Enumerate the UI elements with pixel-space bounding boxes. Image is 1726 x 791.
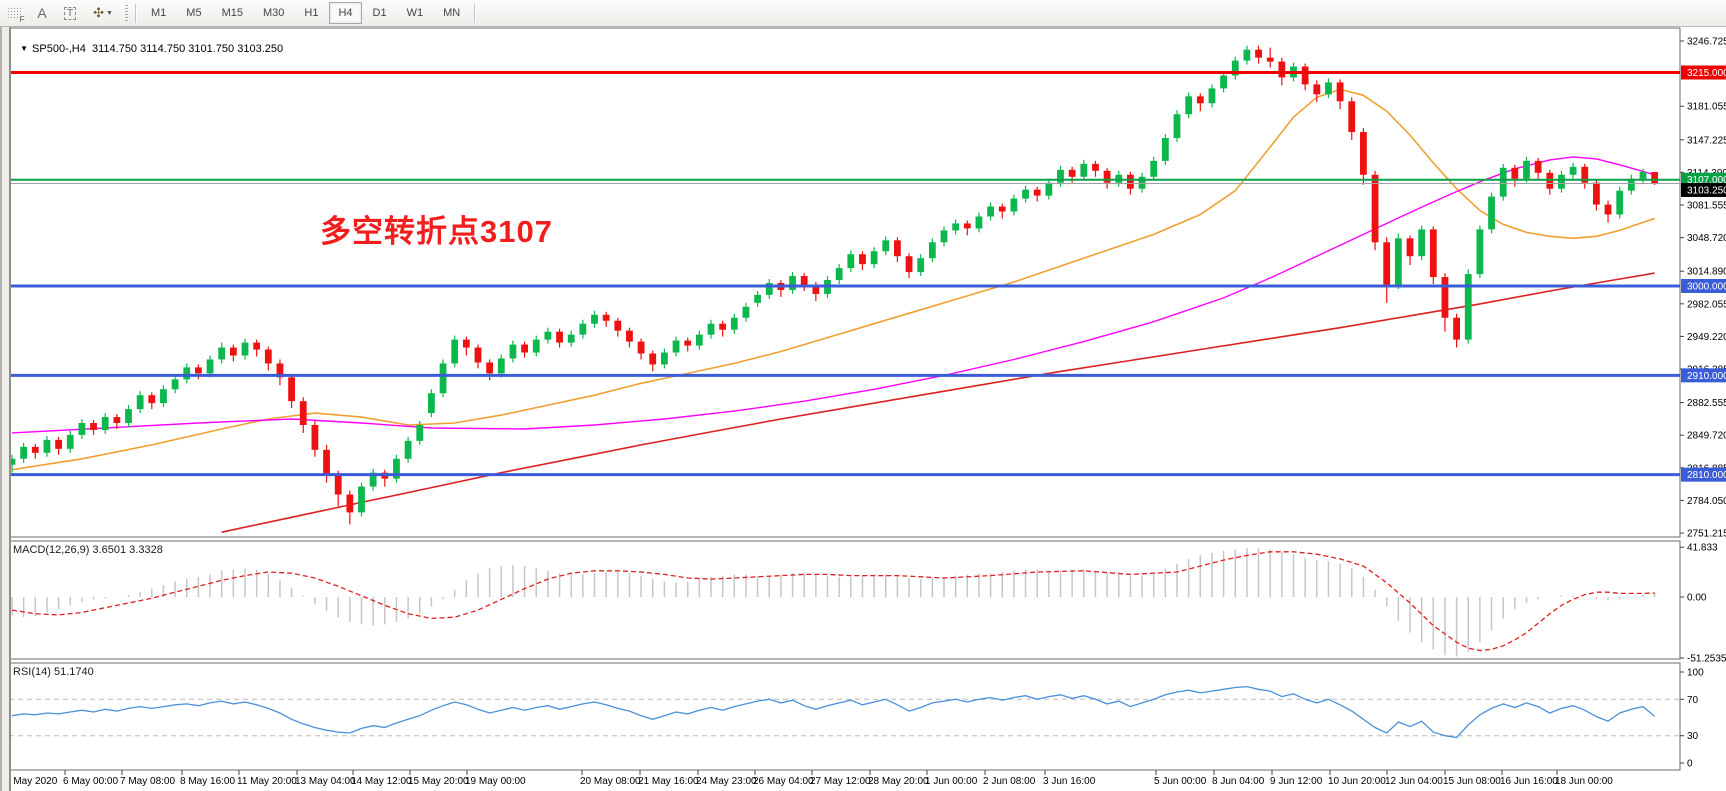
svg-text:-51.2535: -51.2535 <box>1687 653 1726 664</box>
ohlc-high: 3114.750 <box>140 43 186 55</box>
timeframe-button-h1[interactable]: H1 <box>304 7 319 19</box>
candlesticks <box>8 45 1659 525</box>
svg-text:19 May 00:00: 19 May 00:00 <box>465 776 526 787</box>
svg-text:3000.000: 3000.000 <box>1687 281 1726 292</box>
svg-text:21 May 16:00: 21 May 16:00 <box>638 776 699 787</box>
svg-text:5 Jun 00:00: 5 Jun 00:00 <box>1154 776 1207 787</box>
svg-text:0: 0 <box>1687 759 1693 770</box>
price-axis[interactable]: 3246.7253181.0553147.2253114.3903081.555… <box>1680 37 1726 540</box>
chart-annotation-text: 多空转折点3107 <box>320 214 553 249</box>
macd-panel[interactable]: 41.833 0.00 -51.2535 <box>11 543 1726 665</box>
svg-text:9 Jun 12:00: 9 Jun 12:00 <box>1270 776 1323 787</box>
svg-text:3 Jun 16:00: 3 Jun 16:00 <box>1043 776 1096 787</box>
svg-text:30: 30 <box>1687 731 1699 742</box>
svg-text:7 May 08:00: 7 May 08:00 <box>120 776 175 787</box>
svg-text:15 May 20:00: 15 May 20:00 <box>408 776 469 787</box>
macd-indicator-label: MACD(12,26,9) 3.6501 3.3328 <box>13 544 163 556</box>
svg-text:3147.225: 3147.225 <box>1687 135 1726 146</box>
svg-text:2910.000: 2910.000 <box>1687 371 1726 382</box>
svg-text:100: 100 <box>1687 668 1704 679</box>
svg-text:27 May 12:00: 27 May 12:00 <box>810 776 871 787</box>
svg-text:28 May 20:00: 28 May 20:00 <box>868 776 929 787</box>
fibonacci-tool-button[interactable]: F <box>1 2 27 25</box>
svg-text:2849.720: 2849.720 <box>1687 431 1726 442</box>
toolbar: F A T ✣ ▼ M1 M5 M15 M30 H1 H4 D1 W1 MN <box>0 0 1726 27</box>
svg-text:0.00: 0.00 <box>1687 593 1707 604</box>
svg-text:2882.555: 2882.555 <box>1687 398 1726 409</box>
toolbar-grip[interactable] <box>125 5 128 21</box>
svg-text:15 Jun 08:00: 15 Jun 08:00 <box>1443 776 1501 787</box>
moving-averages <box>11 88 1655 533</box>
panel-frames <box>7 27 1681 771</box>
svg-text:16 Jun 16:00: 16 Jun 16:00 <box>1500 776 1558 787</box>
svg-text:3048.720: 3048.720 <box>1687 233 1726 244</box>
svg-text:2949.220: 2949.220 <box>1687 332 1726 343</box>
svg-text:3014.890: 3014.890 <box>1687 267 1726 278</box>
arrow-styles-button[interactable]: ✣ ▼ <box>85 2 121 25</box>
rsi-panel[interactable]: 100 70 30 0 <box>9 668 1704 770</box>
date-axis[interactable]: 4 May 2020 6 May 00:00 7 May 08:00 8 May 16… <box>5 770 1613 787</box>
level-lines[interactable] <box>8 71 1680 477</box>
svg-text:20 May 08:00: 20 May 08:00 <box>580 776 641 787</box>
timeframe-button-h4[interactable]: H4 <box>329 2 362 24</box>
timeframe-button-w1[interactable]: W1 <box>406 7 424 19</box>
svg-text:8 Jun 04:00: 8 Jun 04:00 <box>1212 776 1265 787</box>
toolbar-separator <box>135 3 137 23</box>
svg-text:2 Jun 08:00: 2 Jun 08:00 <box>983 776 1036 787</box>
arrow-styles-icon: ✣ <box>93 5 104 20</box>
svg-text:70: 70 <box>1687 695 1699 706</box>
svg-text:18 Jun 00:00: 18 Jun 00:00 <box>1555 776 1613 787</box>
window-left-border <box>0 26 11 791</box>
ohlc-low: 3101.750 <box>188 43 235 55</box>
chart-dropdown-triangle-icon[interactable]: ▼ <box>20 44 29 53</box>
svg-text:2784.050: 2784.050 <box>1687 496 1726 507</box>
svg-text:3107.000: 3107.000 <box>1687 175 1726 186</box>
chart-symbol: SP500-,H4 <box>32 43 86 55</box>
timeframe-button-group: M1 M5 M15 M30 H1 H4 D1 W1 MN <box>141 2 470 24</box>
timeframe-button-mn[interactable]: MN <box>443 7 461 19</box>
svg-text:4 May 2020: 4 May 2020 <box>5 776 58 787</box>
timeframe-button-m30[interactable]: M30 <box>262 7 285 19</box>
svg-text:41.833: 41.833 <box>1687 543 1718 554</box>
chart-header: ▼ SP500-,H4 3114.750 3114.750 3101.750 31… <box>14 31 283 55</box>
rsi-indicator-label: RSI(14) 51.1740 <box>13 666 94 678</box>
fibonacci-grid-icon: F <box>6 6 25 24</box>
svg-text:24 May 23:00: 24 May 23:00 <box>696 776 757 787</box>
text-label-tool-button[interactable]: T <box>57 2 83 25</box>
timeframe-button-m1[interactable]: M1 <box>151 7 167 19</box>
timeframe-button-d1[interactable]: D1 <box>372 7 387 19</box>
ohlc-open: 3114.750 <box>91 43 138 55</box>
svg-text:3246.725: 3246.725 <box>1687 37 1726 48</box>
ohlc-close: 3103.250 <box>237 43 284 55</box>
svg-text:1 Jun 00:00: 1 Jun 00:00 <box>925 776 978 787</box>
svg-text:8 May 16:00: 8 May 16:00 <box>180 776 235 787</box>
svg-text:12 Jun 04:00: 12 Jun 04:00 <box>1385 776 1443 787</box>
timeframe-button-m5[interactable]: M5 <box>186 7 202 19</box>
text-label-icon: T <box>63 6 77 20</box>
svg-text:26 May 04:00: 26 May 04:00 <box>753 776 814 787</box>
svg-text:2751.215: 2751.215 <box>1687 529 1726 540</box>
svg-text:6 May 00:00: 6 May 00:00 <box>63 776 118 787</box>
svg-text:3081.555: 3081.555 <box>1687 201 1726 212</box>
svg-text:3215.000: 3215.000 <box>1687 68 1726 79</box>
toolbar-separator-2 <box>474 3 477 23</box>
svg-text:14 May 12:00: 14 May 12:00 <box>351 776 412 787</box>
arrows-dropdown-caret-icon[interactable]: ▼ <box>105 9 113 17</box>
svg-text:2810.000: 2810.000 <box>1687 470 1726 481</box>
svg-text:11 May 20:00: 11 May 20:00 <box>237 776 297 787</box>
svg-text:3103.250: 3103.250 <box>1687 185 1726 196</box>
svg-text:3181.055: 3181.055 <box>1687 102 1726 113</box>
svg-text:10 Jun 20:00: 10 Jun 20:00 <box>1328 776 1386 787</box>
timeframe-button-m15[interactable]: M15 <box>221 7 243 19</box>
svg-text:2982.055: 2982.055 <box>1687 299 1726 310</box>
text-tool-button[interactable]: A <box>29 2 55 25</box>
svg-text:13 May 04:00: 13 May 04:00 <box>295 776 356 787</box>
text-a-icon: A <box>37 5 47 21</box>
